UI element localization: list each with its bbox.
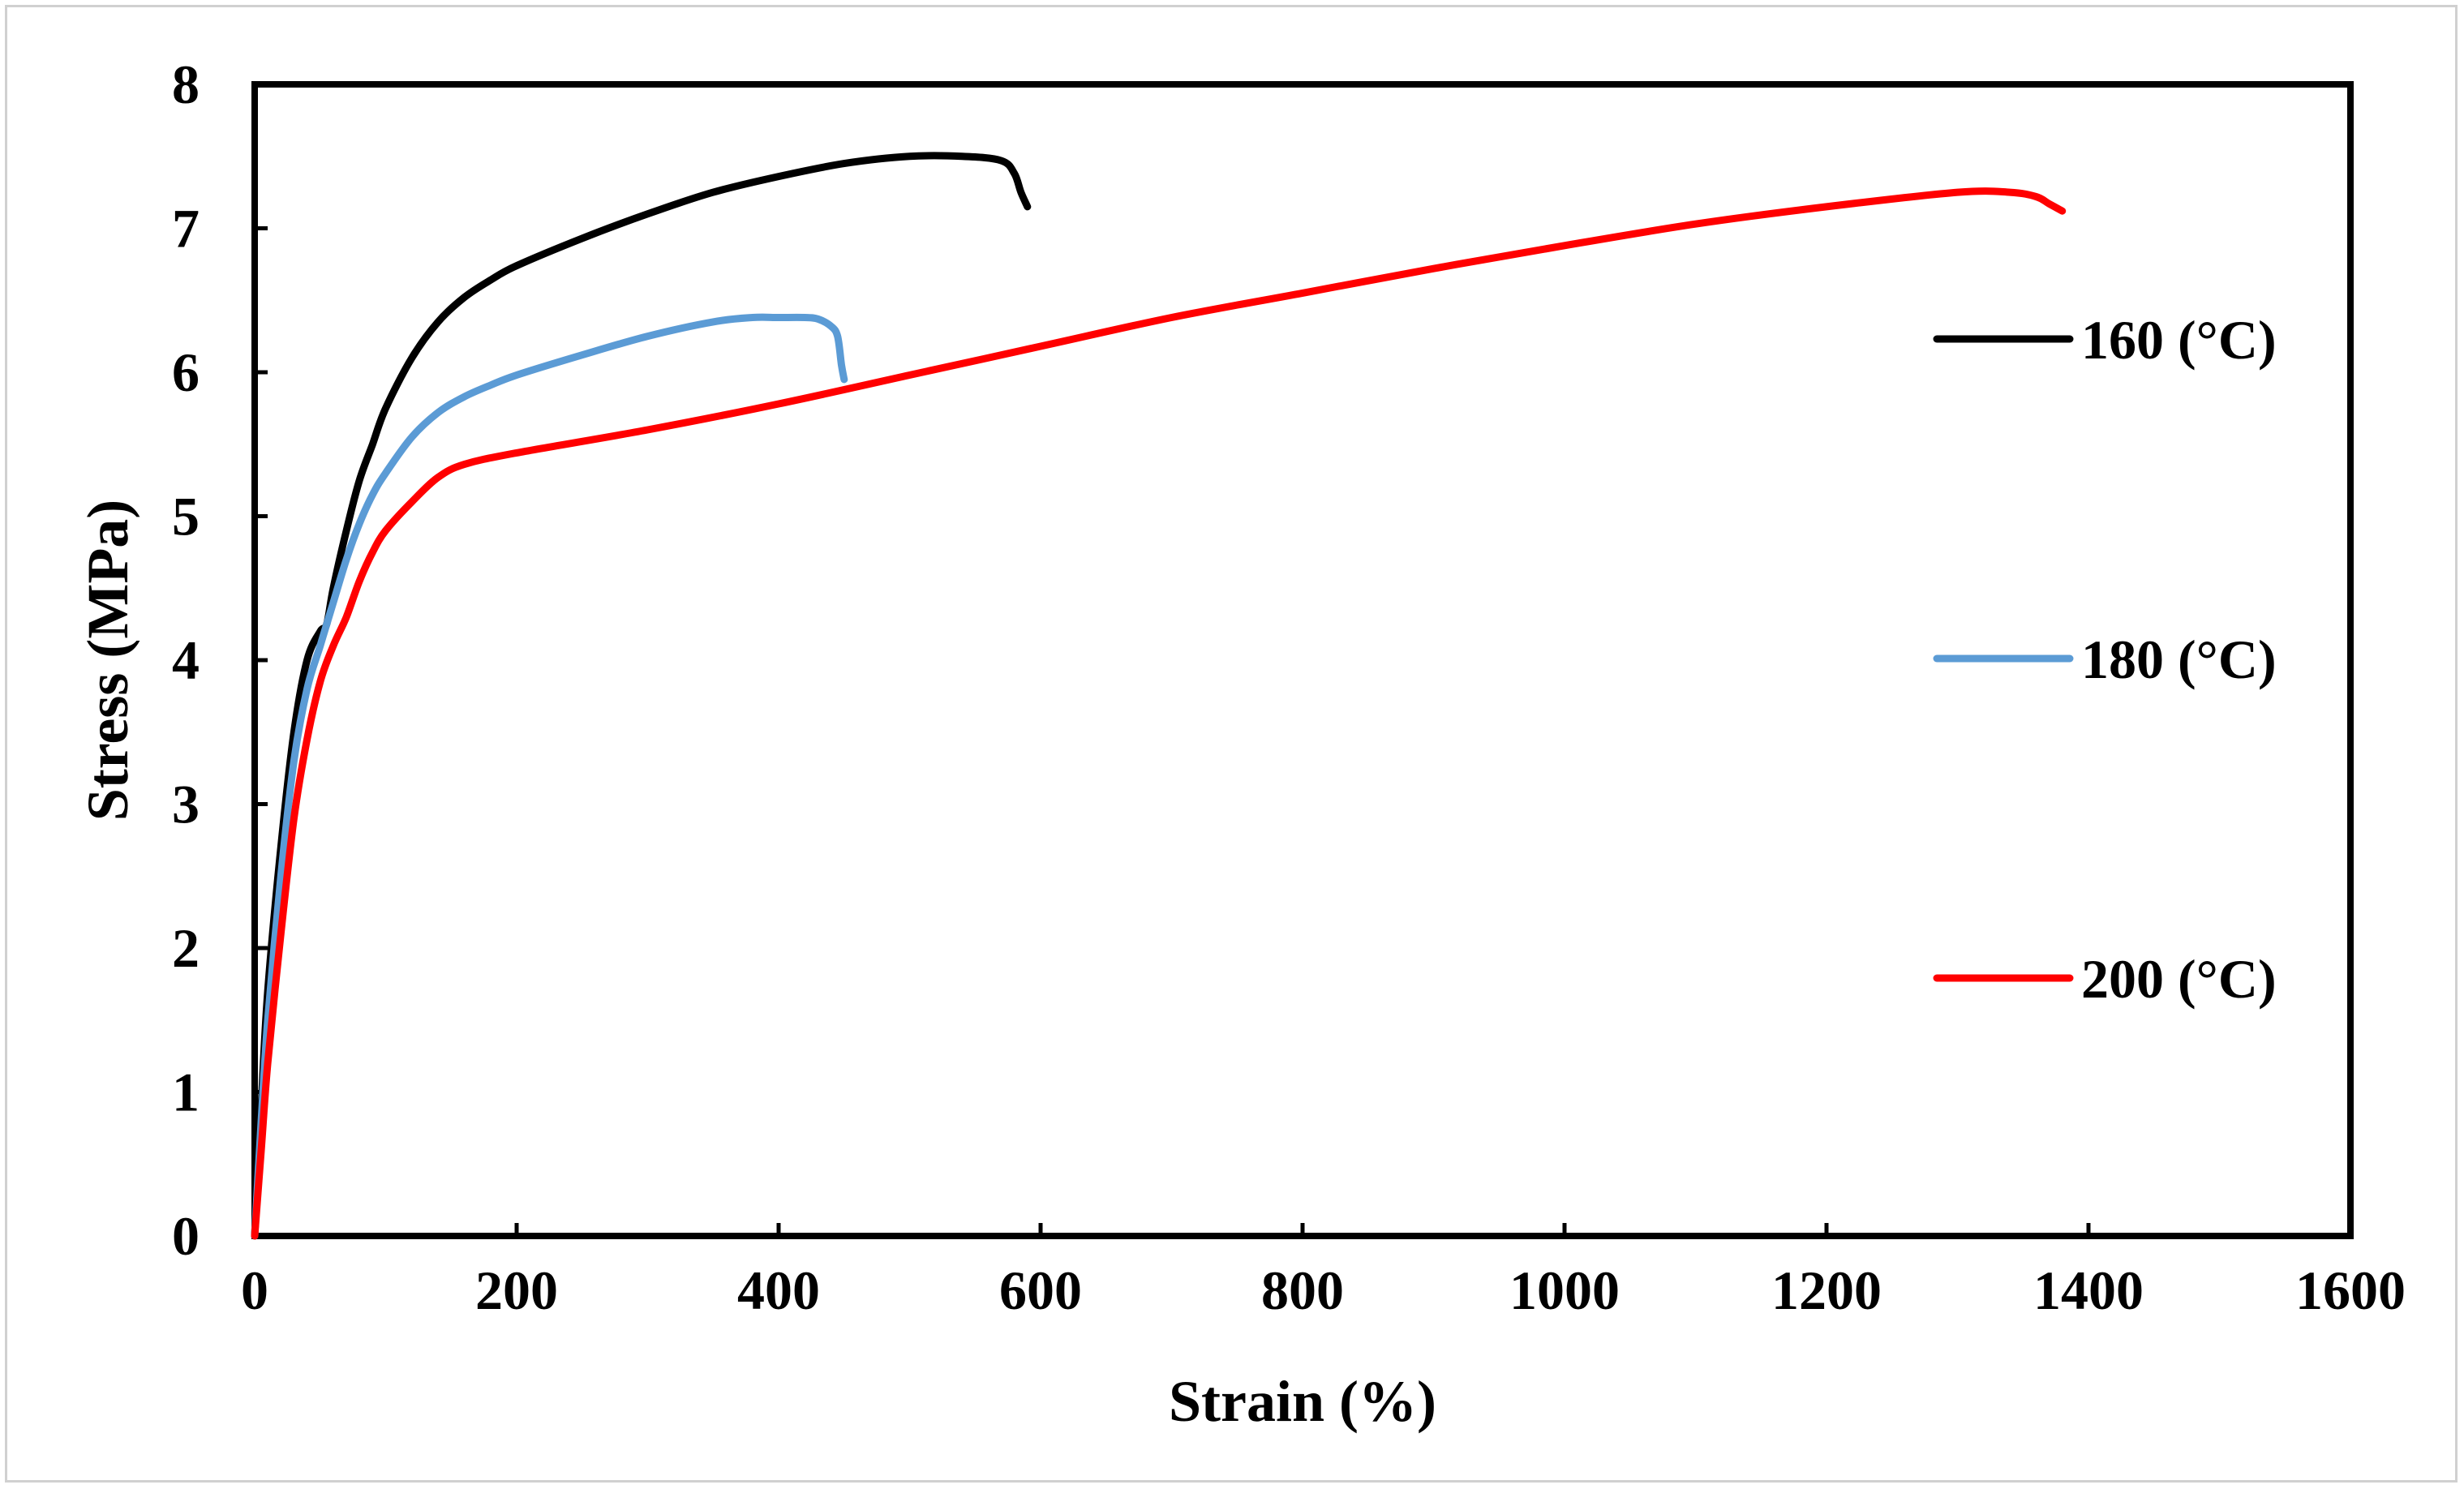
y-tick-label: 3 — [172, 774, 200, 835]
x-axis-title: Strain (%) — [1169, 1369, 1436, 1434]
x-tick-label: 0 — [241, 1259, 268, 1321]
x-tick-label: 400 — [737, 1259, 820, 1321]
y-tick-label: 7 — [172, 198, 200, 260]
x-tick-label: 200 — [475, 1259, 558, 1321]
y-axis-title: Stress (MPa) — [75, 500, 140, 822]
y-tick-label: 1 — [172, 1062, 200, 1123]
series-line-3 — [251, 187, 2067, 1240]
legend-label: 180 (°C) — [2081, 629, 2277, 690]
x-tick-label: 1000 — [1509, 1259, 1620, 1321]
y-tick-label: 4 — [172, 629, 200, 691]
y-tick-label: 0 — [172, 1205, 200, 1267]
y-tick-label: 8 — [172, 54, 200, 115]
y-tick-label: 6 — [172, 341, 200, 403]
x-tick-label: 1400 — [2033, 1259, 2144, 1321]
y-tick-label: 2 — [172, 917, 200, 979]
x-axis-ticks: 0 200 400 600 800 1000 1200 1400 1600 — [241, 1223, 2406, 1321]
series-line-2 — [251, 313, 848, 1240]
x-tick-label: 1200 — [1771, 1259, 1882, 1321]
legend-label: 200 (°C) — [2081, 948, 2277, 1010]
x-tick-label: 600 — [999, 1259, 1082, 1321]
x-tick-label: 800 — [1261, 1259, 1344, 1321]
chart-frame — [5, 5, 2458, 1483]
y-tick-label: 5 — [172, 486, 200, 547]
x-tick-label: 1600 — [2295, 1259, 2406, 1321]
legend: 160 (°C) 180 (°C) 200 (°C) — [1933, 309, 2277, 1010]
series-line-1 — [251, 152, 1032, 1240]
legend-label: 160 (°C) — [2081, 309, 2277, 371]
series-lines — [251, 152, 2067, 1240]
